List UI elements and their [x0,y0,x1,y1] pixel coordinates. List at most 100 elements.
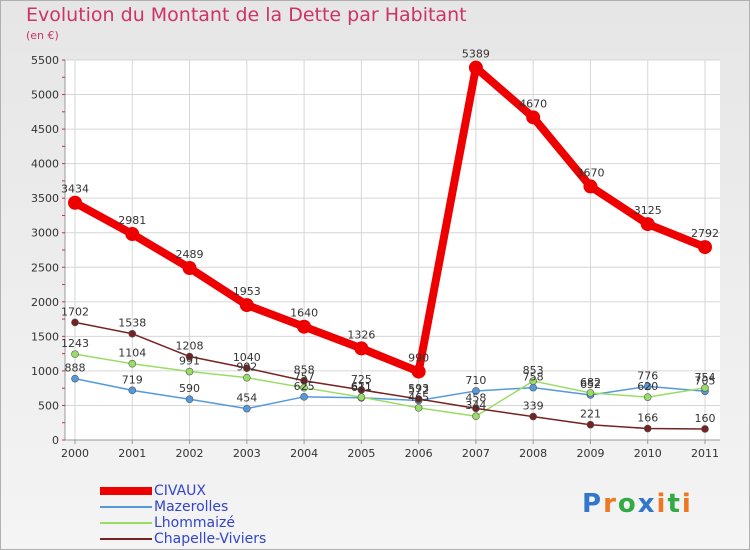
x-tick-label: 2005 [347,447,375,460]
data-label-mazerolles: 611 [351,381,372,394]
data-label-civaux: 3434 [61,183,89,196]
x-tick-label: 2010 [634,447,662,460]
x-tick-label: 2003 [233,447,261,460]
data-label-chapelle-viviers: 1208 [176,340,204,353]
x-tick-label: 2001 [118,447,146,460]
data-point-civaux [354,341,369,356]
data-label-chapelle-viviers: 1040 [233,351,261,364]
data-point-lhommaiz- [357,393,366,401]
data-point-lhommaiz- [71,350,79,358]
y-tick-label: 4500 [31,123,59,136]
data-label-mazerolles: 776 [637,369,658,382]
series-line-civaux [73,63,707,376]
logo-letter: i [656,489,668,519]
y-tick-label: 0 [52,434,59,447]
data-label-mazerolles: 625 [294,380,315,393]
data-point-lhommaiz- [701,384,709,392]
logo-letter: o [617,489,638,519]
data-point-chapelle-viviers [643,424,652,433]
data-label-mazerolles: 888 [65,362,86,375]
data-label-civaux: 2489 [176,248,204,261]
chart-title: Evolution du Montant de la Dette par Hab… [26,4,467,26]
data-point-chapelle-viviers [586,420,595,429]
y-tick-label: 1500 [31,330,59,343]
x-tick-label: 2007 [462,447,490,460]
data-label-lhommaiz-: 991 [179,355,200,368]
logo-letter: r [603,489,618,519]
data-point-civaux [411,364,426,379]
data-point-lhommaiz- [243,373,251,382]
data-label-lhommaiz-: 620 [637,380,658,393]
data-label-lhommaiz-: 682 [580,376,601,389]
data-label-lhommaiz-: 465 [408,391,429,404]
data-point-civaux [583,179,598,194]
x-tick-label: 2000 [61,447,89,460]
x-tick-label: 2008 [519,447,547,460]
series-line-chapelle-viviers [74,321,706,430]
data-point-mazerolles [300,393,308,401]
series-line-lhommaiz- [74,353,706,417]
data-label-mazerolles: 705 [695,374,716,387]
logo-letter: x [637,489,657,519]
y-tick-label: 2500 [31,261,59,274]
data-point-lhommaiz- [185,367,194,376]
data-label-lhommaiz-: 621 [351,380,372,393]
data-point-chapelle-viviers [472,404,480,413]
data-point-lhommaiz- [472,412,480,421]
legend-swatch [100,487,152,495]
data-point-civaux [239,298,254,313]
data-label-chapelle-viviers: 160 [695,412,716,425]
data-label-civaux: 1953 [233,285,261,298]
data-label-lhommaiz-: 757 [294,371,315,384]
x-tick-label: 2004 [290,447,318,460]
data-label-mazerolles: 652 [580,378,601,391]
legend-label: Chapelle-Viviers [154,531,267,547]
y-tick-label: 5000 [31,89,59,102]
data-label-civaux: 3125 [634,204,662,217]
data-point-lhommaiz- [529,377,537,385]
data-point-mazerolles [472,387,480,395]
y-tick-label: 500 [38,399,59,412]
data-label-mazerolles: 590 [179,382,200,395]
data-point-chapelle-viviers [243,364,251,372]
logo-letter: P [582,489,604,519]
data-label-lhommaiz-: 344 [465,399,486,412]
data-point-chapelle-viviers [414,395,423,403]
data-label-lhommaiz-: 1104 [118,347,146,360]
data-point-civaux [698,240,712,255]
data-label-civaux: 1326 [347,328,375,341]
legend-swatch [100,538,152,540]
data-label-civaux: 5389 [462,48,490,61]
y-tick-label: 4000 [31,158,59,171]
data-label-civaux: 2792 [691,227,719,240]
data-point-civaux [468,60,483,75]
data-point-mazerolles [128,386,137,395]
data-point-civaux [526,110,541,125]
data-point-civaux [68,195,82,210]
legend-swatch [100,506,152,508]
data-point-chapelle-viviers [185,352,194,361]
y-tick-label: 3000 [31,227,59,240]
chart-subtitle: (en €) [26,29,59,42]
data-point-mazerolles [185,395,194,404]
data-label-chapelle-viviers: 593 [408,382,429,395]
data-label-civaux: 990 [408,352,429,365]
x-tick-label: 2006 [405,447,433,460]
y-tick-label: 5500 [31,54,59,67]
data-point-civaux [125,227,140,242]
data-label-chapelle-viviers: 458 [465,391,486,404]
data-label-chapelle-viviers: 221 [580,408,601,421]
data-label-mazerolles: 758 [523,371,544,384]
legend-label: Mazerolles [154,499,229,515]
logo-letter: t [667,489,682,519]
data-label-lhommaiz-: 754 [695,371,716,384]
data-point-lhommaiz- [414,404,423,412]
x-tick-label: 2009 [576,447,604,460]
data-point-chapelle-viviers [357,386,366,394]
proxiti-logo: Proxiti [582,489,693,519]
data-label-chapelle-viviers: 166 [637,412,658,425]
data-label-chapelle-viviers: 1702 [61,305,89,318]
data-label-mazerolles: 710 [465,374,486,387]
data-label-chapelle-viviers: 725 [351,373,372,386]
